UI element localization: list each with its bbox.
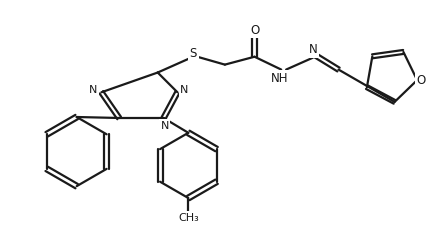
Text: O: O <box>250 24 259 37</box>
Text: CH₃: CH₃ <box>178 213 199 223</box>
Text: N: N <box>89 85 98 95</box>
Text: N: N <box>308 43 317 56</box>
Text: O: O <box>417 74 426 87</box>
Text: N: N <box>180 85 189 95</box>
Text: S: S <box>190 47 197 60</box>
Text: NH: NH <box>270 72 288 85</box>
Text: N: N <box>160 121 169 131</box>
